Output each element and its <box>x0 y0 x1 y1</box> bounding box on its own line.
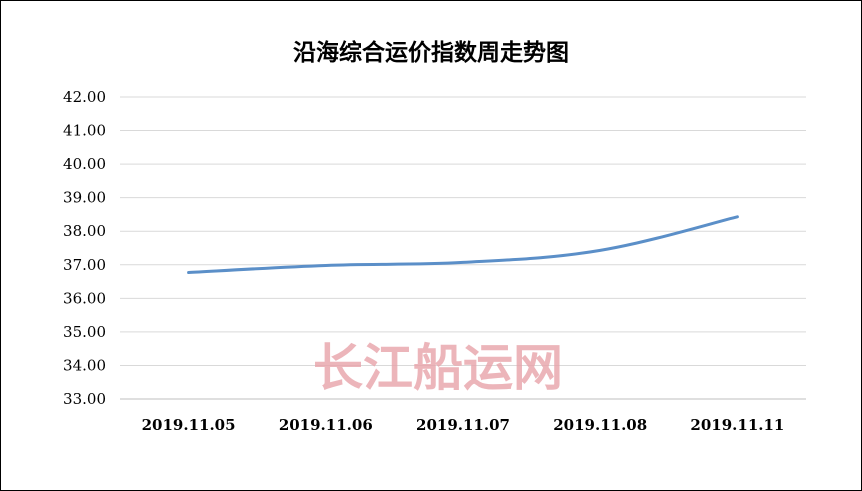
y-tick-label: 38.00 <box>63 222 106 240</box>
y-tick-label: 37.00 <box>63 256 106 274</box>
x-tick-label: 2019.11.08 <box>553 416 647 434</box>
y-tick-label: 41.00 <box>63 122 106 140</box>
series-line <box>187 215 739 274</box>
x-tick-label: 2019.11.11 <box>690 416 784 434</box>
y-tick-label: 39.00 <box>63 189 106 207</box>
y-tick-label: 33.00 <box>63 390 106 408</box>
y-tick-label: 42.00 <box>63 88 106 106</box>
y-tick-labels: 42.00 41.00 40.00 39.00 38.00 37.00 36.00 35.00… <box>63 88 106 408</box>
x-tick-label: 2019.11.05 <box>142 416 236 434</box>
chart-title: 沿海综合运价指数周走势图 <box>293 39 569 66</box>
series-lines <box>187 215 739 274</box>
y-tick-label: 35.00 <box>63 323 106 341</box>
x-tick-labels: 2019.11.05 2019.11.06 2019.11.07 2019.11.08… <box>142 416 785 434</box>
y-tick-label: 34.00 <box>63 356 106 374</box>
watermark-logo: 长江船运网 <box>313 338 563 397</box>
grid-lines <box>120 96 806 400</box>
y-tick-label: 36.00 <box>63 289 106 307</box>
x-tick-label: 2019.11.07 <box>416 416 510 434</box>
y-tick-label: 40.00 <box>63 155 106 173</box>
x-tick-label: 2019.11.06 <box>279 416 373 434</box>
